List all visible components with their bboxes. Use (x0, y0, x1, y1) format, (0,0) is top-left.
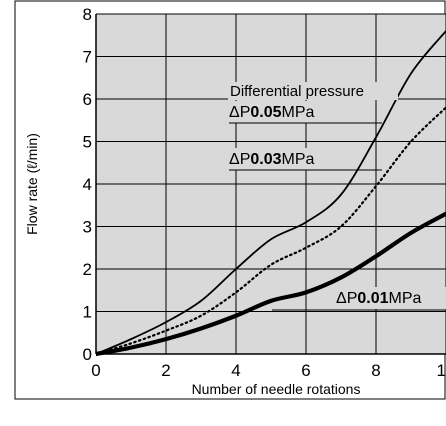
x-tick-label: 4 (231, 361, 240, 380)
series-line-1 (96, 30, 446, 355)
y-tick-label: 8 (83, 5, 92, 24)
x-tick-label: 10 (437, 361, 446, 380)
series-label-part: MPa (282, 151, 315, 168)
y-tick-label: 6 (83, 90, 92, 109)
series-label-part: 0.05 (250, 104, 281, 121)
y-axis-label: Flow rate (ℓ/min) (24, 133, 40, 235)
annotations: ΔP0.05MPaΔP0.03MPaΔP0.01MPaDifferential … (226, 82, 446, 311)
series-line-3 (96, 211, 446, 356)
series-lines (96, 30, 446, 356)
series-label-part: MPa (389, 290, 422, 307)
series-label-part: 0.01 (357, 290, 388, 307)
series-label-bg (226, 148, 344, 170)
series-label-part: 0.03 (250, 151, 281, 168)
axes (95, 14, 446, 355)
y-tick-label: 5 (83, 133, 92, 152)
series-label-part: ΔP (229, 151, 250, 168)
y-tick-label: 7 (83, 48, 92, 67)
series-label-bg (333, 287, 446, 309)
y-tick-label: 2 (83, 260, 92, 279)
x-tick-label: 6 (301, 361, 310, 380)
series-label: ΔP0.03MPa (229, 151, 315, 168)
y-tick-label: 0 (83, 345, 92, 364)
series-label-part: ΔP (336, 290, 357, 307)
series-label-part: ΔP (229, 104, 250, 121)
series-label-bg (226, 101, 344, 123)
y-tick-label: 3 (83, 218, 92, 237)
differential-pressure-bg (228, 82, 398, 100)
x-axis-label: Number of needle rotations (192, 381, 361, 397)
differential-pressure-label: Differential pressure (230, 83, 364, 100)
x-tick-label: 0 (91, 361, 100, 380)
y-tick-label: 1 (83, 303, 92, 322)
series-label: ΔP0.01MPa (336, 290, 422, 307)
y-tick-label: 4 (83, 175, 92, 194)
x-tick-label: 8 (371, 361, 380, 380)
series-label: ΔP0.05MPa (229, 104, 315, 121)
tick-labels: 0 2 4 6 8 10 0 1 2 3 4 5 6 7 8 (83, 5, 446, 380)
series-label-part: MPa (282, 104, 315, 121)
x-tick-label: 2 (161, 361, 170, 380)
